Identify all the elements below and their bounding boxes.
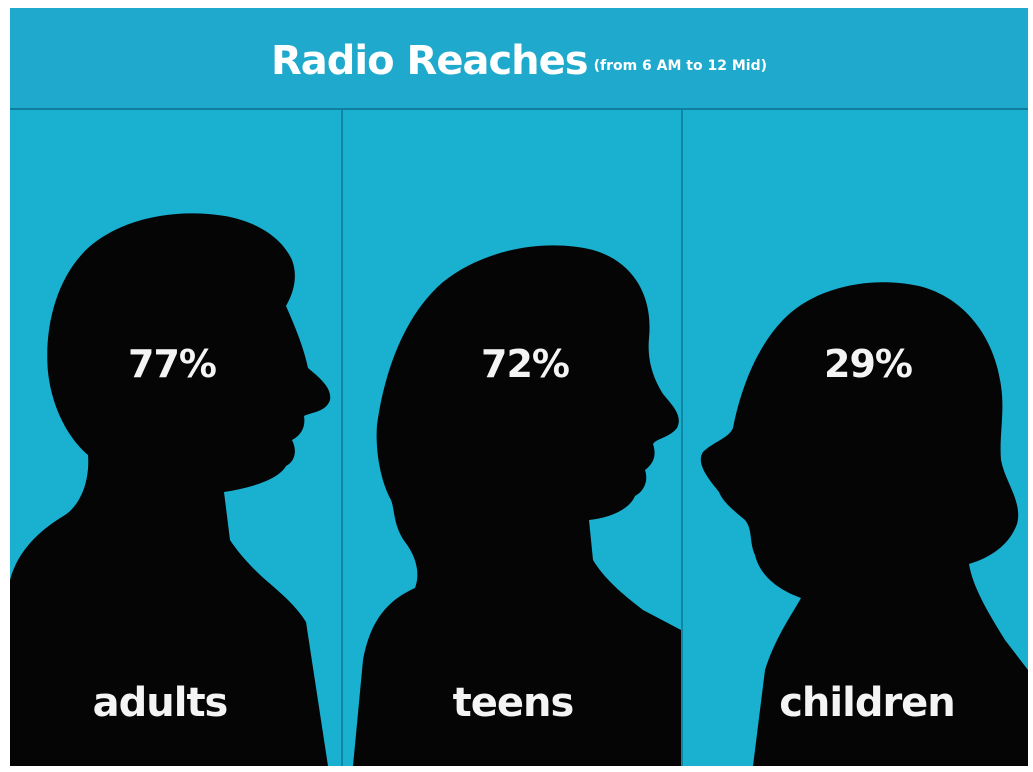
panel-children: 29% children [683,110,1028,766]
chart-frame: Radio Reaches (from 6 AM to 12 Mid) 77% a… [10,8,1028,766]
title-divider [10,108,1028,110]
panel-divider-2 [681,110,683,766]
chart-subtitle: (from 6 AM to 12 Mid) [593,58,767,74]
panel-teens: 72% teens [343,110,681,766]
category-label-adults: adults [92,680,229,726]
value-label-teens: 72% [481,342,570,386]
panel-divider-1 [341,110,343,766]
title-band: Radio Reaches (from 6 AM to 12 Mid) [10,8,1028,108]
category-label-teens: teens [452,680,575,726]
category-label-children: children [779,680,956,726]
value-label-children: 29% [824,342,913,386]
chart-title-row: Radio Reaches (from 6 AM to 12 Mid) [10,38,1028,84]
panel-adults: 77% adults [10,110,341,766]
adult-silhouette-icon [10,213,331,766]
value-label-adults: 77% [128,342,217,386]
teen-silhouette-icon [353,245,681,766]
chart-title: Radio Reaches [270,38,589,84]
child-silhouette-icon [700,282,1028,766]
